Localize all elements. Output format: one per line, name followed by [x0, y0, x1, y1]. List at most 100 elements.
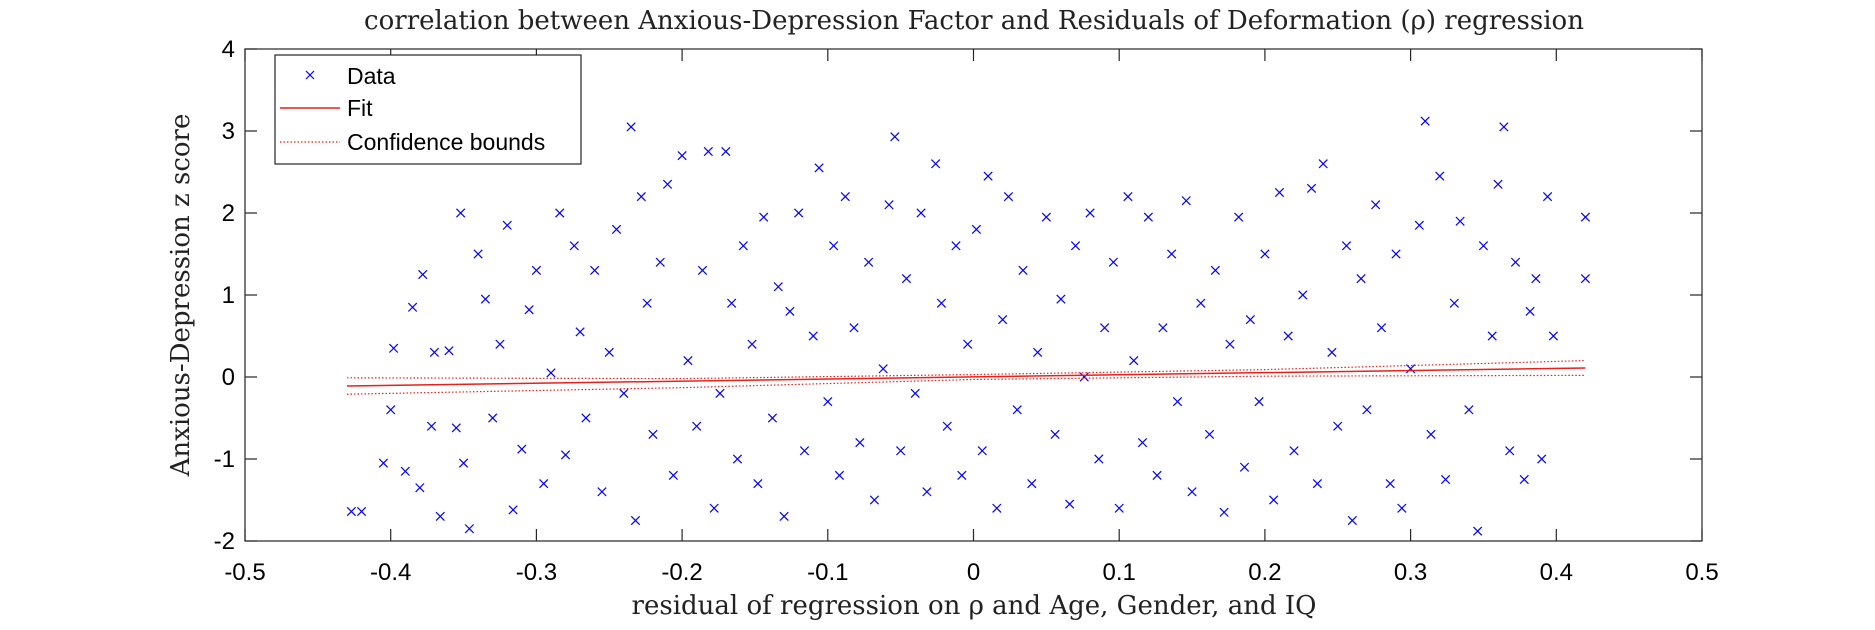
- data-point: [1298, 290, 1308, 300]
- data-point: [1012, 405, 1022, 415]
- y-axis-ticks: -2 -1 0 1 2 3 4: [214, 36, 1702, 555]
- data-point: [1289, 446, 1299, 456]
- data-point: [1108, 257, 1118, 267]
- data-point: [1123, 191, 1133, 202]
- data-point: [1414, 220, 1424, 230]
- x-axis-label: residual of regression on ρ and Age, Gen…: [632, 591, 1317, 621]
- data-point: [1027, 478, 1037, 489]
- x-tick-label: 0.5: [1685, 559, 1718, 586]
- data-point: [400, 466, 410, 476]
- data-point: [779, 511, 789, 522]
- y-tick-label: 3: [222, 118, 235, 145]
- data-point: [1050, 429, 1060, 440]
- data-point: [1440, 474, 1451, 485]
- data-point: [1245, 314, 1255, 325]
- data-point: [1397, 503, 1407, 513]
- data-point: [444, 346, 454, 356]
- data-point: [1041, 212, 1051, 222]
- data-point: [1505, 446, 1515, 456]
- data-point: [1478, 241, 1489, 251]
- data-point: [794, 208, 804, 218]
- data-point: [435, 511, 445, 522]
- data-point: [1167, 249, 1177, 259]
- data-point: [942, 421, 952, 431]
- data-point: [1455, 216, 1465, 226]
- data-point: [636, 191, 646, 202]
- data-point: [1548, 331, 1559, 341]
- data-point: [590, 265, 600, 276]
- data-point: [1580, 273, 1591, 284]
- data-point: [346, 506, 356, 517]
- y-tick-label: 2: [222, 200, 235, 227]
- data-point: [697, 265, 708, 276]
- data-point: [546, 368, 556, 378]
- data-point: [662, 179, 673, 189]
- data-point: [916, 208, 926, 218]
- data-point: [1260, 249, 1270, 259]
- confidence-bound-upper: [346, 360, 1586, 380]
- data-point: [495, 339, 505, 349]
- data-point: [1225, 339, 1235, 349]
- data-point: [1499, 122, 1509, 132]
- data-point: [721, 146, 731, 157]
- data-point: [1079, 372, 1089, 382]
- data-point: [1152, 470, 1162, 481]
- data-point: [753, 478, 763, 489]
- data-point: [1137, 437, 1148, 448]
- data-point: [732, 454, 743, 464]
- data-point: [799, 446, 810, 456]
- y-tick-label: 4: [222, 36, 235, 63]
- x-tick-label: -0.2: [661, 559, 702, 586]
- data-point: [1376, 323, 1387, 333]
- data-point: [930, 159, 941, 169]
- data-point: [747, 339, 757, 349]
- data-point: [1114, 503, 1124, 513]
- x-tick-label: -0.5: [224, 559, 265, 586]
- data-point: [1065, 499, 1075, 509]
- data-point: [1018, 265, 1028, 276]
- data-point: [626, 122, 636, 132]
- data-point: [808, 331, 818, 341]
- data-point: [1435, 171, 1445, 181]
- data-point: [1172, 396, 1183, 407]
- x-tick-label: -0.3: [516, 559, 557, 586]
- data-point: [648, 429, 658, 440]
- data-point: [840, 191, 850, 202]
- data-point: [1181, 196, 1191, 206]
- data-point: [1318, 159, 1328, 169]
- data-point: [1204, 429, 1215, 440]
- fit-line: [346, 367, 1586, 387]
- data-point: [569, 241, 579, 251]
- data-point: [1312, 478, 1322, 489]
- data-point: [1129, 355, 1139, 366]
- legend-entry-fit: Fit: [347, 95, 373, 121]
- data-point: [709, 503, 719, 513]
- data-point: [1362, 405, 1372, 415]
- data-point: [1239, 462, 1250, 472]
- data-point: [971, 224, 982, 235]
- data-point: [1003, 191, 1014, 202]
- data-point: [1269, 495, 1279, 505]
- data-point: [1464, 405, 1474, 415]
- x-tick-label: 0.2: [1248, 559, 1281, 586]
- data-point: [1420, 116, 1430, 126]
- data-point: [1283, 331, 1293, 341]
- data-point: [863, 257, 874, 267]
- data-point: [1056, 294, 1066, 304]
- data-point: [386, 405, 396, 415]
- data-point: [910, 388, 920, 399]
- data-point: [531, 265, 542, 276]
- y-axis-label: Anxious-Depression z score: [166, 114, 196, 478]
- data-point: [1341, 241, 1352, 251]
- data-point: [683, 355, 693, 366]
- data-point: [480, 294, 491, 304]
- data-point: [1032, 347, 1043, 358]
- data-point: [963, 339, 973, 349]
- data-point: [1519, 474, 1529, 485]
- data-point: [1210, 265, 1220, 276]
- data-point: [1542, 191, 1553, 202]
- data-point: [1510, 257, 1521, 267]
- data-point: [456, 208, 466, 218]
- data-point: [1531, 273, 1541, 284]
